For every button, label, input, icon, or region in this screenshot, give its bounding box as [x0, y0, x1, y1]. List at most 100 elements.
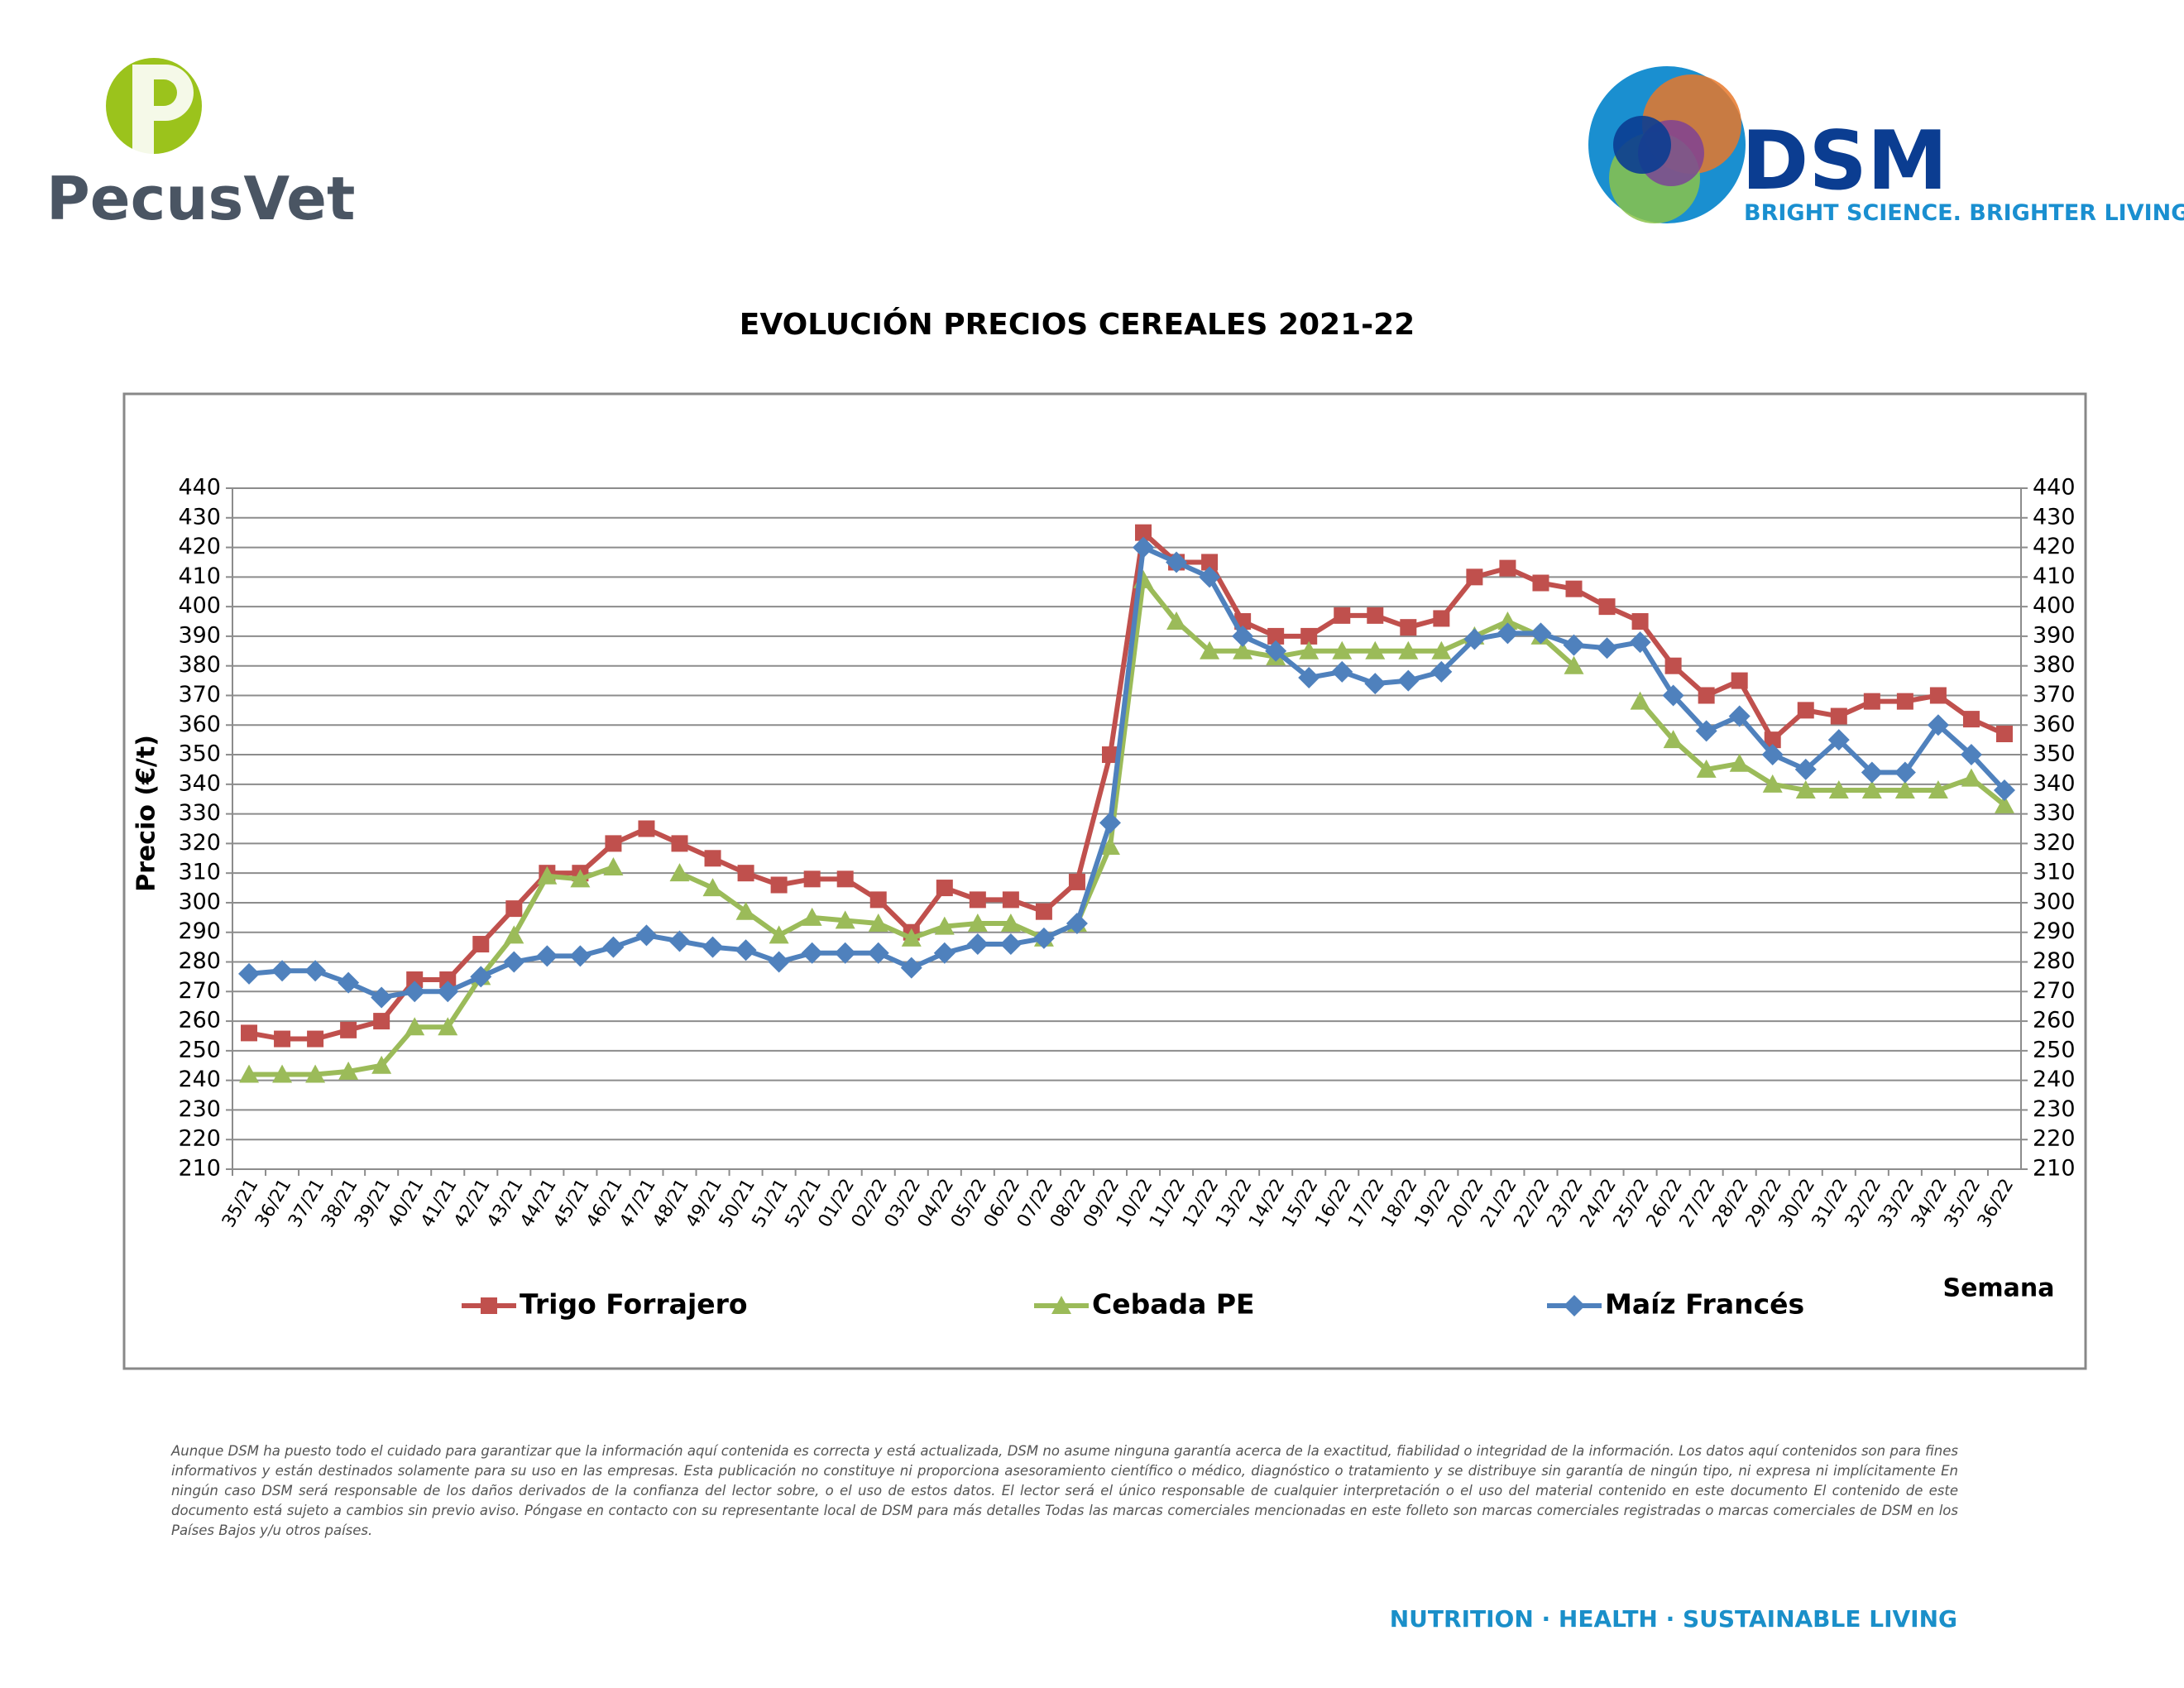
- data-point: [867, 942, 889, 964]
- data-point: [503, 951, 525, 973]
- data-point: [1232, 625, 1254, 647]
- data-point: [1928, 779, 1948, 798]
- data-point: [305, 1064, 326, 1083]
- y-tick-label: 240: [178, 1067, 221, 1092]
- data-point: [1364, 673, 1387, 695]
- data-point: [1035, 903, 1052, 920]
- data-point: [668, 930, 691, 952]
- x-axis-label: Semana: [1942, 1274, 2054, 1303]
- data-point: [605, 835, 622, 852]
- y-tick-label: 270: [178, 978, 221, 1004]
- data-point: [1433, 610, 1450, 627]
- y-tick-label: 350: [178, 741, 221, 767]
- data-point: [1367, 607, 1384, 624]
- data-point: [1598, 598, 1616, 616]
- data-point: [1729, 753, 1750, 772]
- data-point: [735, 939, 757, 961]
- data-point: [638, 820, 655, 837]
- data-point: [1166, 551, 1188, 573]
- data-point: [1066, 913, 1088, 935]
- data-point: [1698, 687, 1715, 704]
- data-point: [933, 942, 956, 964]
- y2-tick-label: 370: [2033, 682, 2076, 707]
- y-tick-label: 310: [178, 860, 221, 885]
- y2-tick-label: 230: [2033, 1096, 2076, 1122]
- data-point: [802, 907, 822, 926]
- data-point: [1334, 607, 1351, 624]
- brand-left: PecusVet: [46, 164, 355, 233]
- data-point: [770, 876, 788, 894]
- data-point: [869, 891, 887, 909]
- y-axis-label: Precio (€/t): [132, 735, 161, 892]
- data-point: [1830, 707, 1847, 725]
- y2-tick-label: 330: [2033, 800, 2076, 826]
- data-point: [239, 1064, 260, 1083]
- y2-tick-label: 250: [2033, 1037, 2076, 1062]
- data-point: [307, 1030, 324, 1048]
- data-point: [1199, 566, 1221, 588]
- legend-label: Cebada PE: [1092, 1288, 1255, 1321]
- y2-tick-label: 300: [2033, 889, 2076, 914]
- y2-tick-label: 380: [2033, 652, 2076, 678]
- data-point: [1894, 779, 1915, 798]
- data-point: [1430, 660, 1453, 683]
- data-point: [271, 960, 294, 982]
- data-point: [1629, 631, 1651, 654]
- data-point: [274, 1030, 291, 1048]
- data-point: [1068, 873, 1085, 890]
- data-point: [1299, 640, 1320, 659]
- data-point: [1331, 660, 1353, 683]
- data-point: [1400, 619, 1417, 636]
- data-point: [1099, 812, 1121, 834]
- data-point: [505, 900, 523, 918]
- data-point: [1795, 779, 1816, 798]
- data-point: [735, 901, 756, 920]
- y-tick-label: 300: [178, 889, 221, 914]
- y-tick-label: 330: [178, 800, 221, 826]
- data-point: [405, 1017, 425, 1036]
- data-point: [1896, 693, 1913, 710]
- legend-marker: [1564, 1295, 1585, 1316]
- y-tick-label: 400: [178, 593, 221, 619]
- data-point: [602, 936, 625, 958]
- data-point: [1794, 758, 1817, 780]
- data-point: [241, 1024, 258, 1042]
- y-tick-label: 320: [178, 830, 221, 856]
- y2-tick-label: 310: [2033, 860, 2076, 885]
- data-point: [1994, 794, 2014, 813]
- data-point: [1828, 779, 1849, 798]
- data-point: [603, 857, 624, 876]
- data-point: [1233, 640, 1253, 659]
- y-tick-label: 430: [178, 504, 221, 530]
- y-tick-label: 220: [178, 1126, 221, 1152]
- data-point: [570, 869, 591, 888]
- data-point: [1530, 622, 1552, 645]
- data-point: [1662, 684, 1684, 707]
- data-point: [1863, 693, 1880, 710]
- tagline: BRIGHT SCIENCE. BRIGHTER LIVING.: [1744, 200, 2184, 226]
- data-point: [238, 962, 261, 985]
- y-tick-label: 360: [178, 712, 221, 737]
- data-point: [1133, 536, 1155, 559]
- data-point: [635, 924, 658, 947]
- data-point: [1929, 687, 1947, 704]
- data-point: [1431, 640, 1452, 659]
- y-tick-label: 340: [178, 770, 221, 796]
- data-point: [1664, 657, 1682, 674]
- y2-tick-label: 390: [2033, 622, 2076, 648]
- data-point: [304, 960, 327, 982]
- y2-tick-label: 320: [2033, 830, 2076, 856]
- data-point: [1166, 611, 1187, 631]
- data-point: [470, 966, 492, 988]
- data-point: [340, 1021, 357, 1038]
- data-point: [537, 866, 558, 885]
- chart-title: EVOLUCIÓN PRECIOS CEREALES 2021-22: [740, 307, 1415, 342]
- data-point: [1761, 744, 1784, 766]
- data-point: [1565, 580, 1583, 597]
- data-point: [1298, 667, 1320, 689]
- data-point: [1696, 759, 1717, 778]
- data-point: [1731, 672, 1748, 689]
- data-point: [868, 914, 888, 933]
